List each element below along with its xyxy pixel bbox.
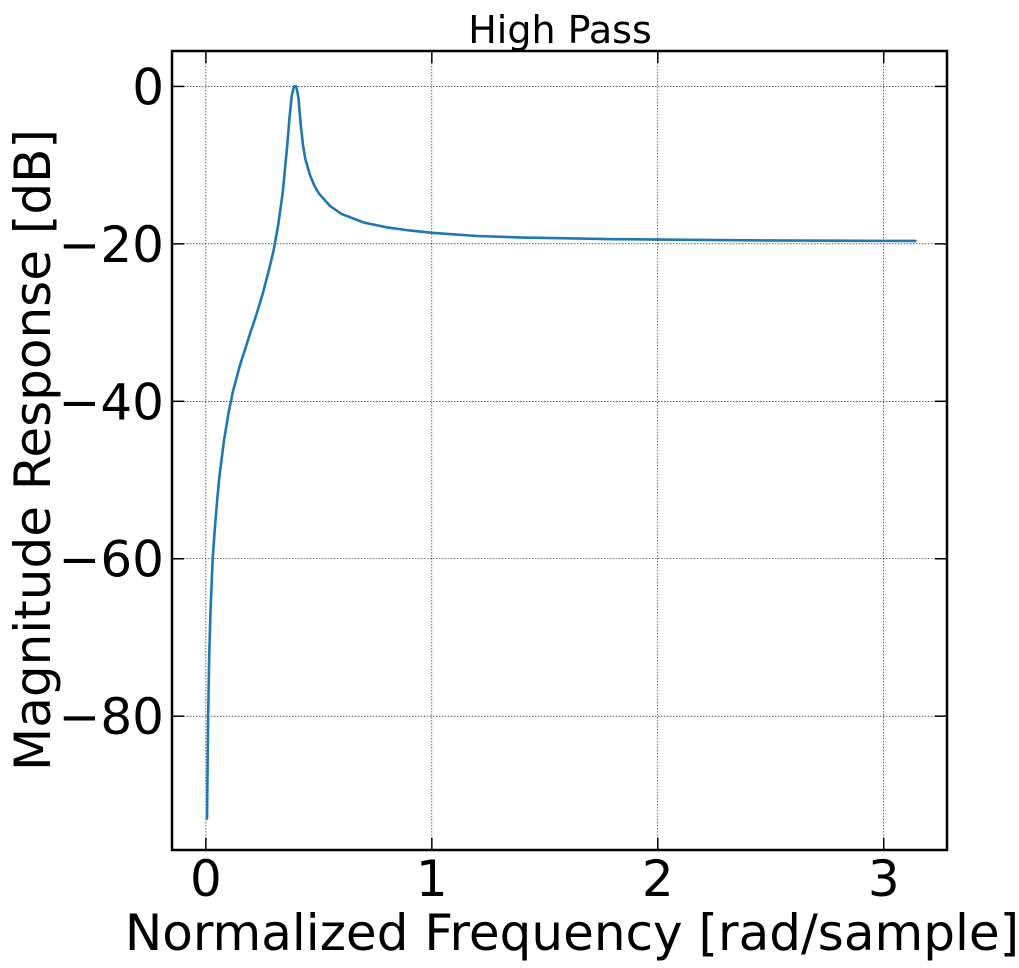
series-line <box>205 85 917 820</box>
y-tick-label: −80 <box>58 688 164 746</box>
x-tick-label: 3 <box>868 850 900 908</box>
chart-title: High Pass <box>468 8 652 52</box>
x-tick-label: 0 <box>190 850 222 908</box>
x-axis-label: Normalized Frequency [rad/sample] <box>125 904 1019 962</box>
x-tick-label: 2 <box>642 850 674 908</box>
y-tick-label: −40 <box>58 373 164 431</box>
x-tick-label: 1 <box>416 850 448 908</box>
y-axis-label: Magnitude Response [dB] <box>4 129 62 771</box>
plot-frame <box>170 49 949 852</box>
series-layer <box>205 85 917 820</box>
grid <box>172 51 947 850</box>
ticks: 0 1 2 3 0 −20 −40 −60 −80 <box>58 51 947 908</box>
y-tick-label: −60 <box>58 531 164 589</box>
y-tick-label: 0 <box>132 58 164 116</box>
y-tick-label: −20 <box>58 216 164 274</box>
